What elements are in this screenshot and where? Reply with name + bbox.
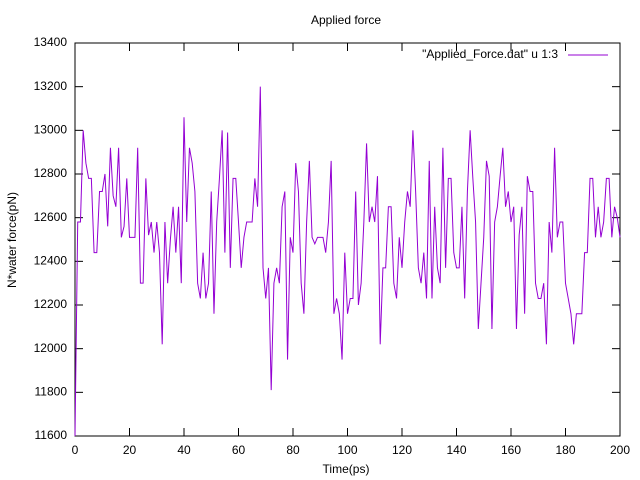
y-tick-label: 13400 — [34, 35, 68, 49]
x-axis-label: Time(ps) — [323, 462, 370, 476]
x-tick-label: 20 — [123, 443, 137, 457]
y-tick-label: 13200 — [34, 79, 68, 93]
y-tick-label: 12800 — [34, 166, 68, 180]
x-tick-label: 40 — [177, 443, 191, 457]
x-tick-label: 100 — [337, 443, 357, 457]
y-tick-label: 12600 — [34, 210, 68, 224]
y-tick-label: 11800 — [35, 385, 68, 399]
x-tick-label: 200 — [610, 443, 630, 457]
y-tick-label: 11600 — [35, 428, 68, 442]
legend-label: "Applied_Force.dat" u 1:3 — [422, 47, 558, 61]
x-tick-label: 180 — [555, 443, 575, 457]
y-tick-label: 13000 — [34, 123, 68, 137]
x-tick-label: 140 — [446, 443, 466, 457]
x-tick-label: 80 — [286, 443, 300, 457]
plot-frame — [74, 42, 621, 437]
y-axis-label: N*water force(pN) — [5, 192, 19, 288]
y-tick-label: 12200 — [34, 297, 68, 311]
x-tick-label: 60 — [232, 443, 246, 457]
x-tick-label: 120 — [392, 443, 412, 457]
data-line — [74, 86, 621, 437]
y-tick-label: 12400 — [34, 254, 68, 268]
y-tick-label: 12000 — [34, 341, 68, 355]
chart-title: Applied force — [311, 13, 381, 27]
x-tick-label: 160 — [501, 443, 521, 457]
x-tick-label: 0 — [72, 443, 79, 457]
